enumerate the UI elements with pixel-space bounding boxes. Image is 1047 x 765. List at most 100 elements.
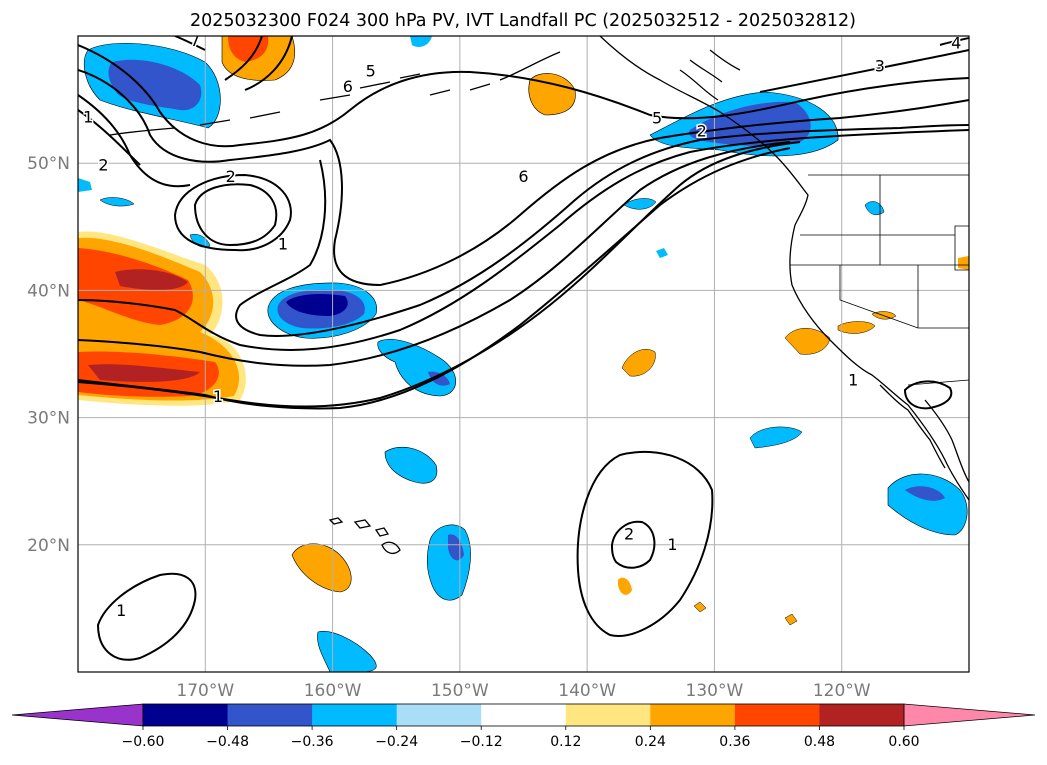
contour-label: 2: [98, 156, 108, 175]
hawaii-island-4: [381, 541, 401, 555]
lon-axis: 170°W 160°W 150°W 140°W 130°W 120°W: [176, 681, 870, 701]
colorbar-tick-label: −0.36: [291, 734, 334, 750]
contour-2-loop: [173, 173, 292, 252]
shade-pos-small-4: [784, 613, 798, 626]
lon-tick-label: 170°W: [176, 681, 234, 701]
contour-label: 2: [226, 167, 236, 186]
lat-axis: 20°N 30°N 40°N 50°N: [27, 154, 70, 556]
shade-pos-top-inner: [228, 36, 269, 62]
contour-jet-5: [78, 141, 791, 367]
shade-pos-sw-hawaii: [291, 543, 352, 593]
contour-sw-1: [96, 572, 197, 661]
contour-sw-7: [174, 36, 206, 51]
colorbar-swatch: [481, 704, 567, 726]
shade-neg-small-3: [864, 201, 885, 216]
lat-tick-label: 50°N: [27, 154, 70, 174]
shade-pos-ca-2: [837, 321, 876, 334]
shade-neg-south: [317, 630, 377, 672]
colorbar-tick-label: −0.12: [460, 734, 503, 750]
shade-neg-hawaii-n: [384, 446, 438, 484]
contour-ne-4: [939, 37, 969, 46]
shade-neg-small-4: [99, 197, 135, 207]
colorbar-tick-label: 0.12: [550, 734, 581, 750]
lon-tick-label: 130°W: [686, 681, 744, 701]
shade-neg-small-6: [78, 178, 92, 192]
contour-label: 1: [116, 601, 126, 620]
contour-south-1: [576, 450, 714, 637]
hawaii-island-1: [328, 517, 344, 525]
colorbar-tick-label: −0.60: [122, 734, 165, 750]
contour-label: 1: [213, 387, 223, 406]
shade-pos-small-2: [618, 577, 632, 595]
contour-label: 1: [667, 535, 677, 554]
lat-tick-label: 30°N: [27, 409, 70, 429]
colorbar-swatch: [143, 704, 229, 726]
coast-baja: [879, 384, 946, 469]
gridlines: [78, 36, 969, 672]
contour-label: 6: [518, 167, 528, 186]
shade-pos-small-1: [621, 349, 656, 377]
pv-contours: [78, 36, 969, 661]
coast-islands-1: [319, 51, 561, 101]
colorbar-swatch: [819, 704, 905, 726]
contour-label: 1: [83, 107, 93, 126]
colorbar: −0.60 −0.48 −0.36 −0.24 −0.12 0.12 0.24 0.36 0.4…: [11, 703, 1036, 750]
contour-nw-6: [224, 36, 263, 81]
colorbar-extend-high: [903, 703, 1036, 727]
shade-neg-ne-core: [428, 371, 450, 386]
shade-neg-mex: [887, 473, 968, 536]
map-frame: [77, 35, 970, 673]
contour-ne-3: [759, 49, 969, 93]
shade-neg-small-2: [656, 248, 668, 258]
colorbar-extend-low: [11, 703, 144, 727]
contour-label: 4: [951, 34, 961, 53]
colorbar-swatch: [565, 704, 651, 726]
contour-south-2: [610, 520, 656, 569]
chart-title: 2025032300 F024 300 hPa PV, IVT Landfall…: [190, 11, 856, 31]
contour-label: 5: [366, 62, 376, 81]
shade-pos-small-3: [693, 601, 707, 613]
colorbar-tick-label: 0.36: [719, 734, 750, 750]
shade-neg-small-7: [410, 36, 432, 47]
hawaii-island-3: [374, 527, 390, 537]
shade-neg-mex-core: [905, 486, 945, 501]
coastlines: [109, 36, 969, 555]
contour-label: 3: [875, 57, 885, 76]
colorbar-swatch: [227, 704, 313, 726]
coast-alaska-bc: [599, 36, 969, 501]
contour-label: 1: [278, 235, 288, 254]
coast-alaska-panhandle: [679, 49, 741, 101]
coast-mex-mainland: [924, 399, 969, 483]
contour-jet-1: [78, 44, 969, 148]
contour-jet-2: [78, 69, 969, 287]
colorbar-tick-label: 0.60: [888, 734, 919, 750]
shade-neg-sd: [749, 426, 803, 449]
lat-tick-label: 40°N: [27, 281, 70, 301]
lon-tick-label: 150°W: [431, 681, 489, 701]
border-small-box: [954, 225, 969, 271]
lon-tick-label: 160°W: [304, 681, 362, 701]
hawaii-island-2: [353, 519, 372, 529]
lon-tick-label: 120°W: [813, 681, 871, 701]
colorbar-swatch: [734, 704, 820, 726]
contour-label: 5: [652, 109, 662, 128]
coast-aleutians: [109, 111, 281, 136]
shade-neg-nw-inner: [108, 59, 202, 111]
contour-1-loop: [193, 183, 278, 247]
colorbar-tick-label: 0.24: [635, 734, 666, 750]
colorbar-tick-label: −0.24: [375, 734, 418, 750]
colorbar-frame: [142, 703, 905, 727]
contour-jet-3: [78, 94, 969, 337]
contour-jet-4: [78, 129, 969, 351]
lon-tick-label: 140°W: [558, 681, 616, 701]
shade-pos-gulf: [528, 73, 576, 116]
contour-label: 6: [343, 77, 353, 96]
contour-label: 7: [190, 31, 200, 50]
shade-pos-west-core: [88, 269, 200, 382]
lat-tick-label: 20°N: [27, 536, 70, 556]
shade-pos-ca-1: [784, 328, 831, 355]
contour-jet-7: [204, 147, 791, 410]
